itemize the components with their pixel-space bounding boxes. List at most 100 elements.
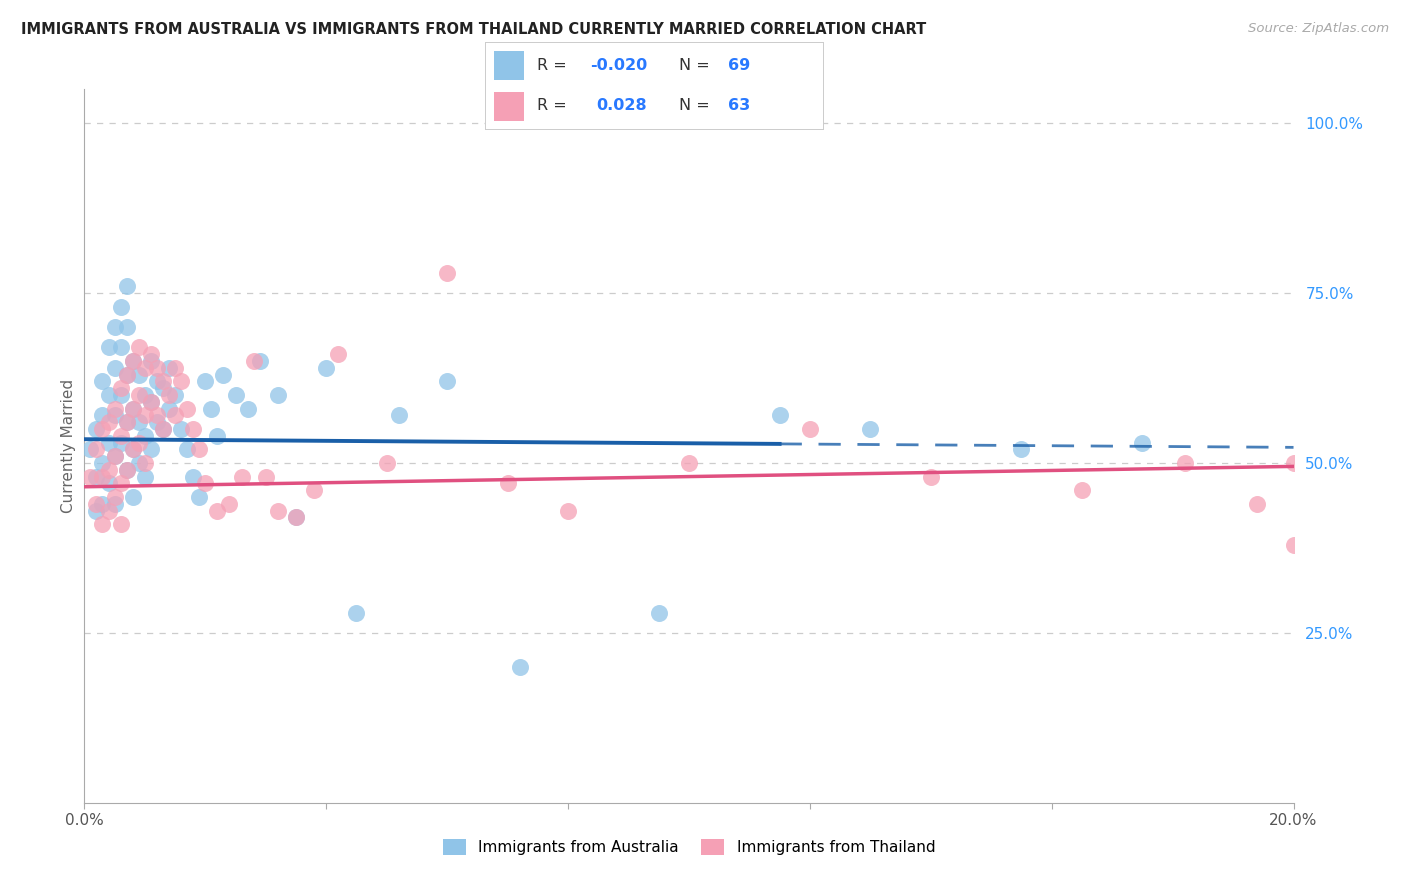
Point — [86, 469, 108, 483]
Point — [146, 375, 169, 389]
Point — [139, 442, 162, 457]
Point — [157, 360, 180, 375]
Point — [1246, 497, 1268, 511]
Text: 0.028: 0.028 — [596, 98, 647, 113]
Point — [104, 360, 127, 375]
Point — [110, 429, 132, 443]
Point — [128, 435, 150, 450]
Point — [110, 388, 132, 402]
Point — [134, 469, 156, 483]
Point — [104, 409, 127, 423]
Text: R =: R = — [537, 58, 572, 73]
Point — [91, 469, 114, 483]
Point — [91, 517, 114, 532]
Point — [375, 456, 398, 470]
Point — [242, 354, 264, 368]
Point — [104, 497, 127, 511]
Point — [97, 503, 120, 517]
Point — [134, 456, 156, 470]
Point — [91, 497, 114, 511]
Point — [139, 394, 162, 409]
Point — [176, 442, 198, 457]
Point — [249, 354, 271, 368]
Text: Source: ZipAtlas.com: Source: ZipAtlas.com — [1249, 22, 1389, 36]
Point — [134, 429, 156, 443]
Text: N =: N = — [679, 98, 716, 113]
Point — [110, 435, 132, 450]
Point — [97, 388, 120, 402]
Point — [121, 442, 143, 457]
Point — [859, 422, 882, 436]
Point — [170, 375, 193, 389]
Point — [128, 456, 150, 470]
Text: 69: 69 — [728, 58, 751, 73]
Point — [1282, 456, 1305, 470]
Point — [121, 442, 143, 457]
Point — [152, 422, 174, 436]
Point — [218, 497, 240, 511]
Point — [134, 388, 156, 402]
Point — [139, 354, 162, 368]
Point — [315, 360, 337, 375]
Point — [254, 469, 277, 483]
Point — [267, 503, 290, 517]
Point — [188, 442, 211, 457]
Point — [128, 388, 150, 402]
Point — [769, 409, 792, 423]
Point — [152, 422, 174, 436]
Point — [212, 368, 235, 382]
Point — [231, 469, 253, 483]
Point — [157, 401, 180, 416]
Point — [165, 360, 187, 375]
Point — [436, 375, 458, 389]
Point — [97, 476, 120, 491]
Point — [104, 320, 127, 334]
Point — [97, 463, 120, 477]
Point — [121, 354, 143, 368]
Point — [110, 300, 132, 314]
Point — [121, 401, 143, 416]
Point — [134, 409, 156, 423]
Point — [115, 415, 138, 429]
Point — [86, 503, 108, 517]
Point — [115, 320, 138, 334]
Point — [134, 360, 156, 375]
Point — [97, 435, 120, 450]
Point — [388, 409, 411, 423]
Point — [91, 375, 114, 389]
Text: -0.020: -0.020 — [589, 58, 647, 73]
Point — [207, 503, 229, 517]
Point — [170, 422, 193, 436]
Point — [128, 415, 150, 429]
Point — [648, 606, 671, 620]
Point — [115, 415, 138, 429]
FancyBboxPatch shape — [494, 92, 524, 120]
Point — [128, 368, 150, 382]
Point — [285, 510, 308, 524]
Point — [436, 266, 458, 280]
Point — [104, 401, 127, 416]
Point — [86, 442, 108, 457]
Point — [678, 456, 700, 470]
Point — [267, 388, 290, 402]
Y-axis label: Currently Married: Currently Married — [60, 379, 76, 513]
Point — [194, 375, 217, 389]
FancyBboxPatch shape — [494, 51, 524, 79]
Point — [285, 510, 308, 524]
Legend: Immigrants from Australia, Immigrants from Thailand: Immigrants from Australia, Immigrants fr… — [434, 831, 943, 863]
Point — [110, 381, 132, 395]
Point — [188, 490, 211, 504]
Point — [328, 347, 350, 361]
Point — [104, 490, 127, 504]
Point — [91, 409, 114, 423]
Point — [139, 347, 162, 361]
Point — [104, 449, 127, 463]
Point — [1071, 483, 1094, 498]
Point — [157, 388, 180, 402]
Point — [121, 354, 143, 368]
Point — [146, 415, 169, 429]
Point — [146, 409, 169, 423]
Point — [302, 483, 325, 498]
Point — [121, 490, 143, 504]
Point — [152, 381, 174, 395]
